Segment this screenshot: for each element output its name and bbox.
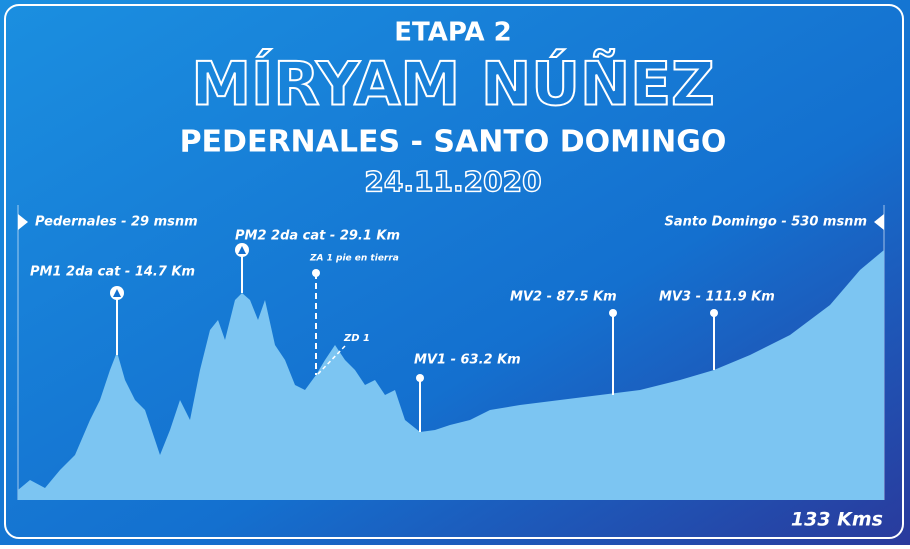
rider-name: MÍRYAM NÚÑEZ: [191, 48, 714, 120]
point-label: PM1 2da cat - 14.7 Km: [30, 265, 195, 280]
arrow: [874, 214, 884, 230]
point-label: ZD 1: [343, 333, 370, 344]
date: 24.11.2020: [364, 165, 541, 198]
start-label: Pedernales - 29 msnm: [35, 215, 198, 230]
distance: 133 Kms: [791, 509, 883, 531]
point-label: MV2 - 87.5 Km: [510, 290, 617, 305]
point-label: ZA 1 pie en tierra: [309, 254, 399, 264]
markers: [116, 250, 715, 432]
arrow: [18, 214, 28, 230]
frame: [4, 4, 904, 539]
point-label: MV1 - 63.2 Km: [414, 353, 521, 368]
route: PEDERNALES - SANTO DOMINGO: [180, 125, 727, 160]
stage: ETAPA 2: [394, 18, 512, 48]
point-label: PM2 2da cat - 29.1 Km: [235, 229, 400, 244]
elevation-profile: [18, 250, 884, 500]
finish-label: Santo Domingo - 530 msnm: [665, 215, 867, 230]
point-label: MV3 - 111.9 Km: [659, 290, 775, 305]
